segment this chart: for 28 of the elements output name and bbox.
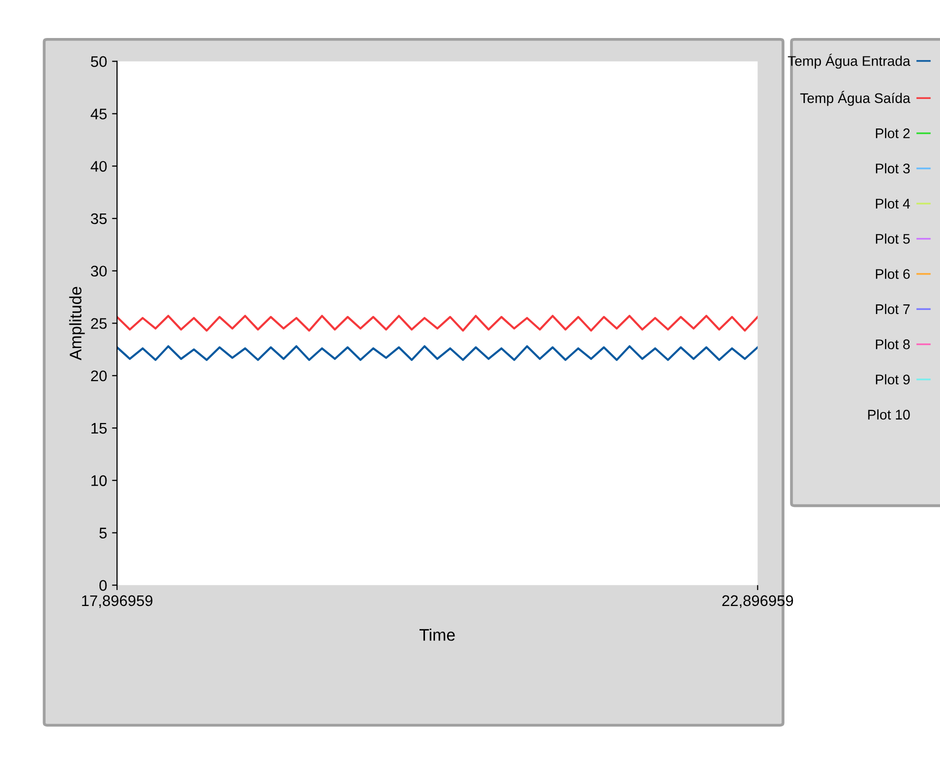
legend-label: Plot 5: [876, 234, 910, 244]
y-tick-label: 10: [91, 475, 107, 486]
legend-label: Plot 9: [876, 374, 910, 384]
y-tick-label: 5: [99, 528, 107, 538]
legend-label: Temp Água Saída: [800, 90, 910, 106]
y-tick-label: 35: [90, 213, 107, 224]
line-series: [117, 314, 758, 332]
legend-label: Plot 4: [876, 198, 910, 209]
y-tick-label: 25: [91, 318, 107, 329]
x-tick-label: 17,896959: [82, 595, 152, 608]
legend-label: Plot 3: [876, 163, 910, 174]
y-tick-label: 0: [99, 580, 107, 591]
y-tick-label: 15: [91, 423, 107, 434]
legend-label: Plot 2: [876, 128, 910, 138]
x-axis-title: Time: [420, 628, 455, 641]
legend-label: Plot 8: [876, 339, 910, 350]
legend-label: Plot 7: [876, 304, 910, 314]
y-axis-title: Amplitude: [69, 286, 85, 360]
y-tick-label: 30: [90, 266, 107, 277]
legend-label: Temp Água Entrada: [788, 54, 910, 69]
y-tick-label: 20: [91, 370, 107, 382]
y-tick-label: 40: [90, 160, 107, 172]
y-tick-label: 50: [90, 56, 107, 68]
text: Plot 10: [868, 409, 910, 420]
line-series: [117, 345, 758, 361]
legend-label: Plot 6: [876, 268, 910, 279]
y-tick-label: 45: [90, 108, 107, 120]
x-tick-label: 22,896959: [722, 595, 794, 608]
